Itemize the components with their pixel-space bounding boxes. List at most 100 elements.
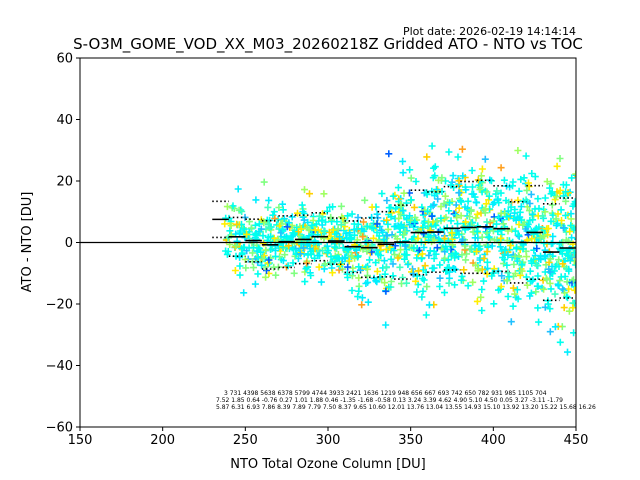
scatter-point [543, 276, 551, 284]
scatter-point [569, 304, 576, 312]
scatter-point [485, 192, 493, 200]
scatter-point [454, 220, 461, 228]
scatter-point [275, 204, 283, 211]
scatter-point [240, 225, 248, 233]
scatter-point [242, 264, 250, 272]
scatter-point [538, 284, 546, 292]
scatter-point [368, 224, 376, 232]
scatter-point [572, 171, 576, 179]
scatter-point [540, 239, 548, 247]
scatter-point [397, 246, 404, 254]
scatter-point [414, 234, 422, 242]
scatter-point [483, 258, 491, 266]
scatter-point [320, 190, 328, 198]
scatter-point [499, 220, 507, 228]
scatter-point [407, 196, 415, 204]
scatter-point [501, 250, 509, 258]
scatter-point [464, 197, 472, 205]
scatter-point [478, 286, 486, 293]
scatter-point [290, 269, 298, 277]
scatter-point [360, 218, 367, 226]
scatter-point [403, 279, 410, 287]
scatter-point [418, 293, 426, 301]
scatter-point [344, 274, 352, 281]
scatter-point [290, 229, 298, 237]
scatter-point [564, 348, 571, 356]
scatter-point [443, 245, 451, 253]
scatter-point [519, 221, 527, 229]
scatter-point [272, 247, 279, 254]
scatter-point [387, 255, 395, 263]
scatter-point [337, 221, 345, 229]
scatter-point [559, 224, 567, 232]
scatter-point [419, 275, 426, 282]
scatter-point [559, 285, 567, 293]
scatter-point [396, 239, 404, 247]
scatter-point [504, 251, 512, 259]
x-tick-label: 150 [68, 433, 93, 448]
scatter-point [290, 246, 298, 254]
y-tick-label: −60 [46, 421, 73, 436]
y-tick-label: 60 [56, 52, 73, 67]
scatter-point [234, 185, 242, 193]
scatter-point [325, 228, 333, 236]
scatter-point [565, 285, 573, 293]
scatter-point [473, 248, 481, 255]
scatter-point [472, 214, 480, 222]
x-axis-label: NTO Total Ozone Column [DU] [230, 457, 426, 472]
scatter-point [511, 252, 519, 260]
scatter-point [404, 261, 412, 268]
scatter-point [261, 263, 269, 271]
scatter-point [570, 224, 576, 232]
scatter-point [354, 293, 362, 301]
scatter-point [389, 260, 397, 268]
scatter-point [473, 210, 481, 218]
scatter-point [445, 279, 453, 287]
y-tick-label: −20 [46, 298, 73, 313]
scatter-point [450, 184, 458, 191]
x-tick-label: 300 [316, 433, 341, 448]
scatter-point [427, 203, 435, 211]
scatter-point [222, 214, 230, 222]
scatter-point [348, 252, 356, 260]
scatter-point [568, 234, 576, 242]
scatter-point [536, 234, 544, 242]
stats-row-stds: 5.87 6.31 6.93 7.86 8.39 7.89 7.79 7.50 … [216, 404, 596, 411]
scatter-point [328, 218, 336, 225]
scatter-point [396, 263, 404, 271]
scatter-point [467, 206, 475, 214]
scatter-point [420, 230, 428, 238]
scatter-point [468, 167, 476, 174]
scatter-point [418, 250, 426, 258]
scatter-point [511, 290, 519, 298]
scatter-point [336, 233, 343, 241]
scatter-point [323, 249, 331, 257]
scatter-point [464, 282, 472, 290]
scatter-point [497, 234, 505, 242]
scatter-point [309, 217, 317, 224]
scatter-point [481, 155, 489, 163]
scatter-point [423, 283, 431, 291]
scatter-point [420, 244, 428, 251]
scatter-point [236, 253, 244, 261]
scatter-point [401, 255, 408, 263]
scatter-point [297, 249, 305, 257]
scatter-point [331, 243, 339, 251]
scatter-point [375, 251, 382, 259]
scatter-point [240, 289, 248, 297]
scatter-point [497, 189, 505, 197]
scatter-point [272, 271, 280, 279]
scatter-point [503, 261, 511, 269]
scatter-point [251, 221, 259, 229]
scatter-point [323, 242, 331, 250]
scatter-point [471, 234, 479, 242]
scatter-point [410, 244, 418, 252]
lines-layer [80, 179, 576, 302]
scatter-point [250, 264, 257, 272]
scatter-point [527, 289, 535, 297]
scatter-point [288, 213, 296, 221]
scatter-point [531, 205, 539, 213]
scatter-point [540, 285, 548, 293]
scatter-point [385, 283, 393, 291]
scatter-point [546, 328, 554, 336]
